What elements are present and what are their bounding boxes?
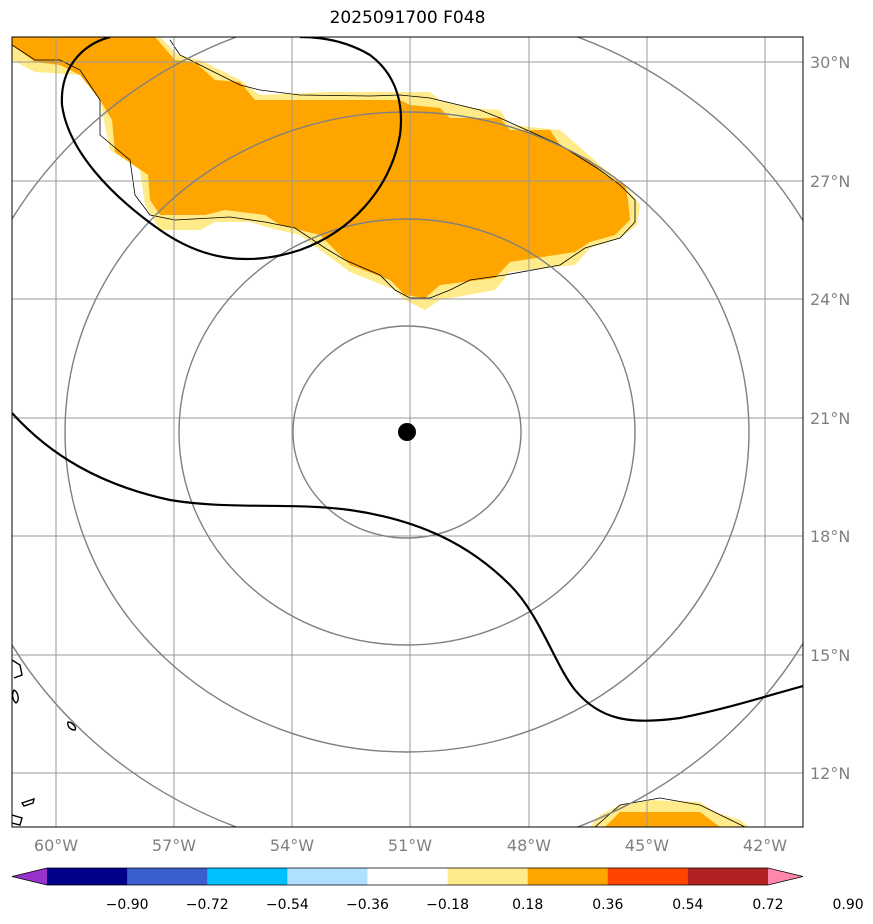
range-ring-1 — [292, 325, 522, 539]
map-plot-area — [12, 37, 803, 827]
lon-tick-label: 45°W — [625, 836, 669, 855]
lat-tick-label: 18°N — [810, 527, 850, 546]
colorbar-tick-label: −0.36 — [346, 897, 389, 913]
colorbar-segment — [367, 868, 449, 885]
coastline-fragments — [12, 659, 77, 826]
colorbar-segment — [287, 868, 368, 885]
lat-tick-label: 15°N — [810, 646, 850, 665]
lat-tick-label: 12°N — [810, 764, 850, 783]
lat-tick-label: 30°N — [810, 53, 850, 72]
colorbar-segment — [127, 868, 208, 885]
thick-contour-south — [12, 412, 803, 722]
colorbar-segment — [527, 868, 609, 885]
colorbar-tick-label: 0.54 — [672, 897, 703, 913]
colorbar-segment — [447, 868, 529, 885]
colorbar-segment — [47, 868, 128, 885]
colorbar-extend-high — [768, 868, 803, 885]
lon-tick-label: 48°W — [507, 836, 551, 855]
colorbar-tick-label: 0.90 — [833, 897, 864, 913]
lon-tick-label: 57°W — [152, 836, 196, 855]
lon-tick-label: 42°W — [743, 836, 787, 855]
lon-tick-label: 54°W — [270, 836, 314, 855]
lat-tick-label: 24°N — [810, 290, 850, 309]
colorbar-outline — [11, 867, 804, 886]
colorbar-segment — [207, 868, 288, 885]
colorbar-tick-label: 0.72 — [752, 897, 783, 913]
colorbar-tick-label: −0.54 — [266, 897, 309, 913]
colorbar-segment — [687, 868, 769, 885]
range-ring-2 — [178, 218, 636, 646]
lon-tick-label: 60°W — [34, 836, 78, 855]
map-frame — [11, 36, 804, 828]
colorbar-tick-label: −0.18 — [426, 897, 469, 913]
range-ring-3 — [64, 111, 750, 753]
colorbar-segment — [607, 868, 689, 885]
colorbar-tick-label: −0.72 — [186, 897, 229, 913]
thick-contour-loop — [60, 37, 403, 261]
map-title: 2025091700 F048 — [329, 8, 486, 28]
lat-tick-label: 27°N — [810, 172, 850, 191]
latitude-labels: 30°N 27°N 24°N 21°N 18°N 15°N 12°N — [810, 53, 850, 783]
colorbar-tick-label: −0.90 — [106, 897, 149, 913]
storm-center-marker — [398, 423, 416, 441]
colorbar: −0.90 −0.72 −0.54 −0.36 −0.18 0.18 0.36 0.54 0.7… — [11, 867, 864, 913]
colorbar-tick-label: 0.18 — [512, 897, 543, 913]
longitude-labels: 60°W 57°W 54°W 51°W 48°W 45°W 42°W — [34, 836, 787, 855]
shaded-region-southeast-dark — [605, 812, 720, 827]
lat-tick-label: 21°N — [810, 409, 850, 428]
range-rings — [12, 37, 803, 827]
thin-contour-north — [12, 39, 636, 299]
colorbar-extend-low — [12, 868, 47, 885]
lon-tick-label: 51°W — [388, 836, 432, 855]
shaded-region-north-dark — [12, 37, 630, 298]
colorbar-tick-label: 0.36 — [592, 897, 623, 913]
